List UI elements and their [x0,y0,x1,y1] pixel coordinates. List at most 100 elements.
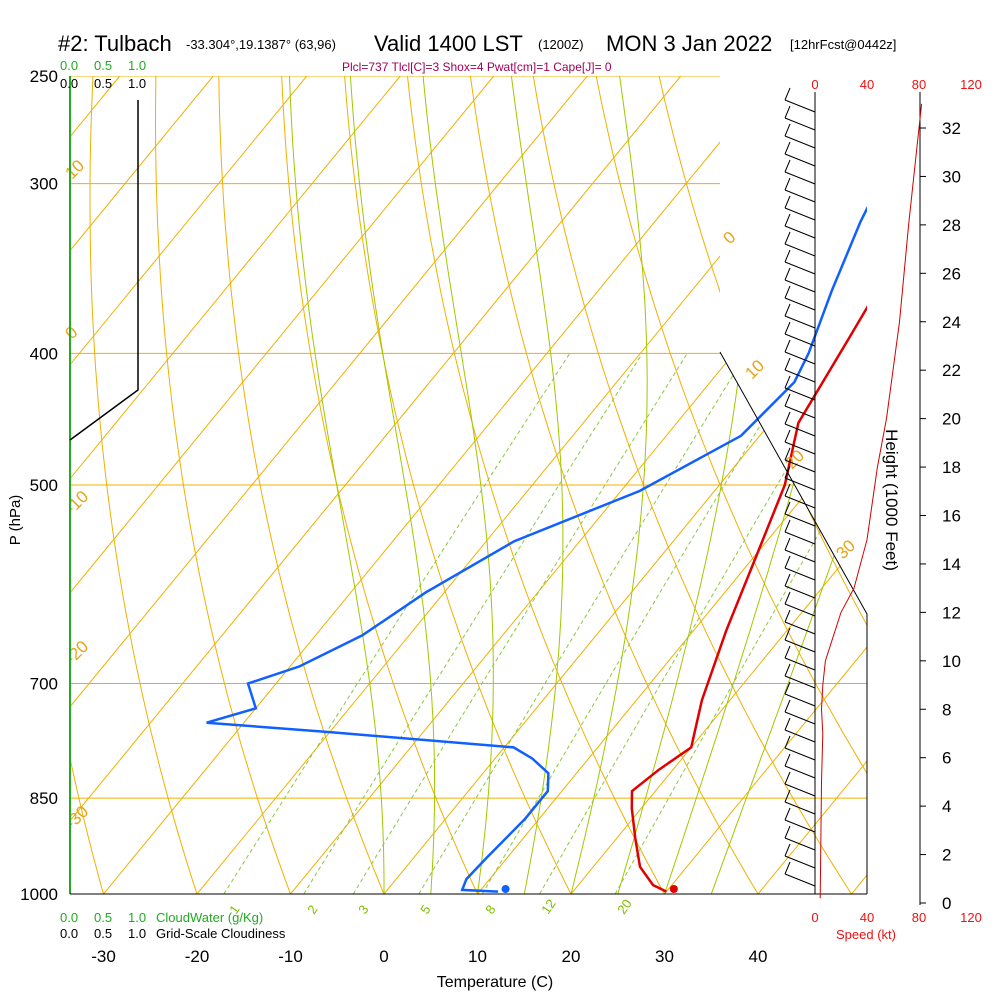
axis-layer: 1 2 3 5 8 12 20100-10-20-300102030250300400500… [20,58,982,966]
isotherm-label: 10 [61,156,88,183]
wind-barb [784,621,816,635]
wind-barb-flag [784,627,791,641]
wind-barb [784,531,816,545]
wind-barb [784,135,816,149]
wind-barb-flag [784,213,791,227]
wind-barb-flag [784,789,791,803]
mixing-ratio-line [539,353,856,894]
isotherm-line [70,76,588,894]
pressure-tick-label: 500 [30,476,58,495]
pressure-tick-label: 400 [30,344,58,363]
mixing-ratio-line [303,353,643,894]
cloudiness-scale-label: 0.5 [94,76,112,91]
wind-barb-flag [784,519,791,533]
wind-barb-flag [784,861,791,875]
height-tick-label: 20 [942,410,961,429]
speed-tick-label: 80 [912,910,926,925]
cloudiness-scale-label: 0.0 [60,926,78,941]
mixing-ratio-line [418,353,747,894]
wind-barb [784,639,816,653]
y-axis-label: P (hPa) [7,495,24,546]
wind-barb [784,153,816,167]
wind-barb-flag [784,123,791,137]
cloudwater-scale-label: 0.0 [60,910,78,925]
height-tick-label: 6 [942,749,951,768]
wind-barb-flag [784,177,791,191]
moist-adiabat [570,76,648,894]
height-axis-label: Height (1000 Feet) [882,429,901,571]
zulu-time: (1200Z) [538,37,584,52]
isotherm-line [0,76,26,894]
temperature-tick-label: 30 [655,947,674,966]
height-tick-label: 30 [942,167,961,186]
cloudwater-scale-label: 0.0 [60,58,78,73]
height-tick-label: 16 [942,507,961,526]
wind-barb-flag [784,681,791,695]
wind-barb-flag [784,825,791,839]
surface-temperature-marker [669,885,678,893]
dry-adiabat [89,76,198,894]
isotherm-label: 0 [61,323,81,343]
height-tick-label: 28 [942,216,961,235]
temperature-tick-label: -30 [91,947,116,966]
cloudwater-scale-label: 0.5 [94,58,112,73]
wind-barb-flag [784,267,791,281]
wind-barb-flag [784,105,791,119]
isotherm-label: -30 [61,802,92,833]
wind-barb [784,549,816,563]
wind-barb-flag [784,555,791,569]
isotherm-label: 0 [719,228,739,248]
isotherm-label: 10 [741,356,768,383]
cloudiness-scale-label: 1.0 [128,926,146,941]
mixing-ratio-label: 8 [482,902,498,917]
mixing-ratio-label: 3 [355,902,371,917]
wind-barb [784,99,816,113]
temperature-tick-label: 40 [749,947,768,966]
mixing-ratio-line [223,353,571,894]
speed-label: Speed (kt) [836,927,896,942]
wind-barb-flag [784,663,791,677]
wind-barb [784,855,816,869]
cloudwater-scale-label: 1.0 [128,58,146,73]
sounding-indices: Plcl=737 Tlcl[C]=3 Shox=4 Pwat[cm]=1 Cap… [342,60,612,74]
wind-barb-flag [784,303,791,317]
temperature-tick-label: 20 [562,947,581,966]
wind-barb [784,171,816,185]
wind-barb [784,423,816,437]
isotherm-line [383,76,867,894]
mixing-ratio-label: 5 [417,902,433,917]
temperature-tick-label: -10 [278,947,303,966]
wind-barb-flag [784,321,791,335]
wind-barb [784,315,816,329]
dry-adiabat [532,76,852,894]
wind-barb [784,657,816,671]
cloudiness-scale-label: 0.5 [94,926,112,941]
temperature-tick-label: 10 [468,947,487,966]
wind-barb-flag [784,357,791,371]
dry-adiabat [154,76,291,894]
x-axis-label: Temperature (C) [437,974,553,991]
pressure-tick-label: 250 [30,67,58,86]
moist-adiabat [710,76,867,894]
wind-barb [784,387,816,401]
cloudiness-scale-label: 0.0 [60,76,78,91]
wind-barb [784,297,816,311]
wind-barb-flag [784,375,791,389]
isotherm-line [664,76,867,894]
wind-barb [784,783,816,797]
wind-barb-flag [784,285,791,299]
height-tick-label: 8 [942,700,951,719]
surface-dewpoint-marker [501,885,510,893]
dry-adiabat [344,76,572,894]
wind-barb [784,585,816,599]
wind-barb [784,117,816,131]
wind-barb-flag [784,465,791,479]
wind-barb [784,729,816,743]
isotherm-line [70,76,401,894]
speed-tick-label: 120 [960,77,982,92]
mixing-ratio-label: 2 [304,902,320,917]
forecast-date: MON 3 Jan 2022 [606,31,772,56]
wind-barb [784,477,816,491]
height-tick-label: 10 [942,652,961,671]
